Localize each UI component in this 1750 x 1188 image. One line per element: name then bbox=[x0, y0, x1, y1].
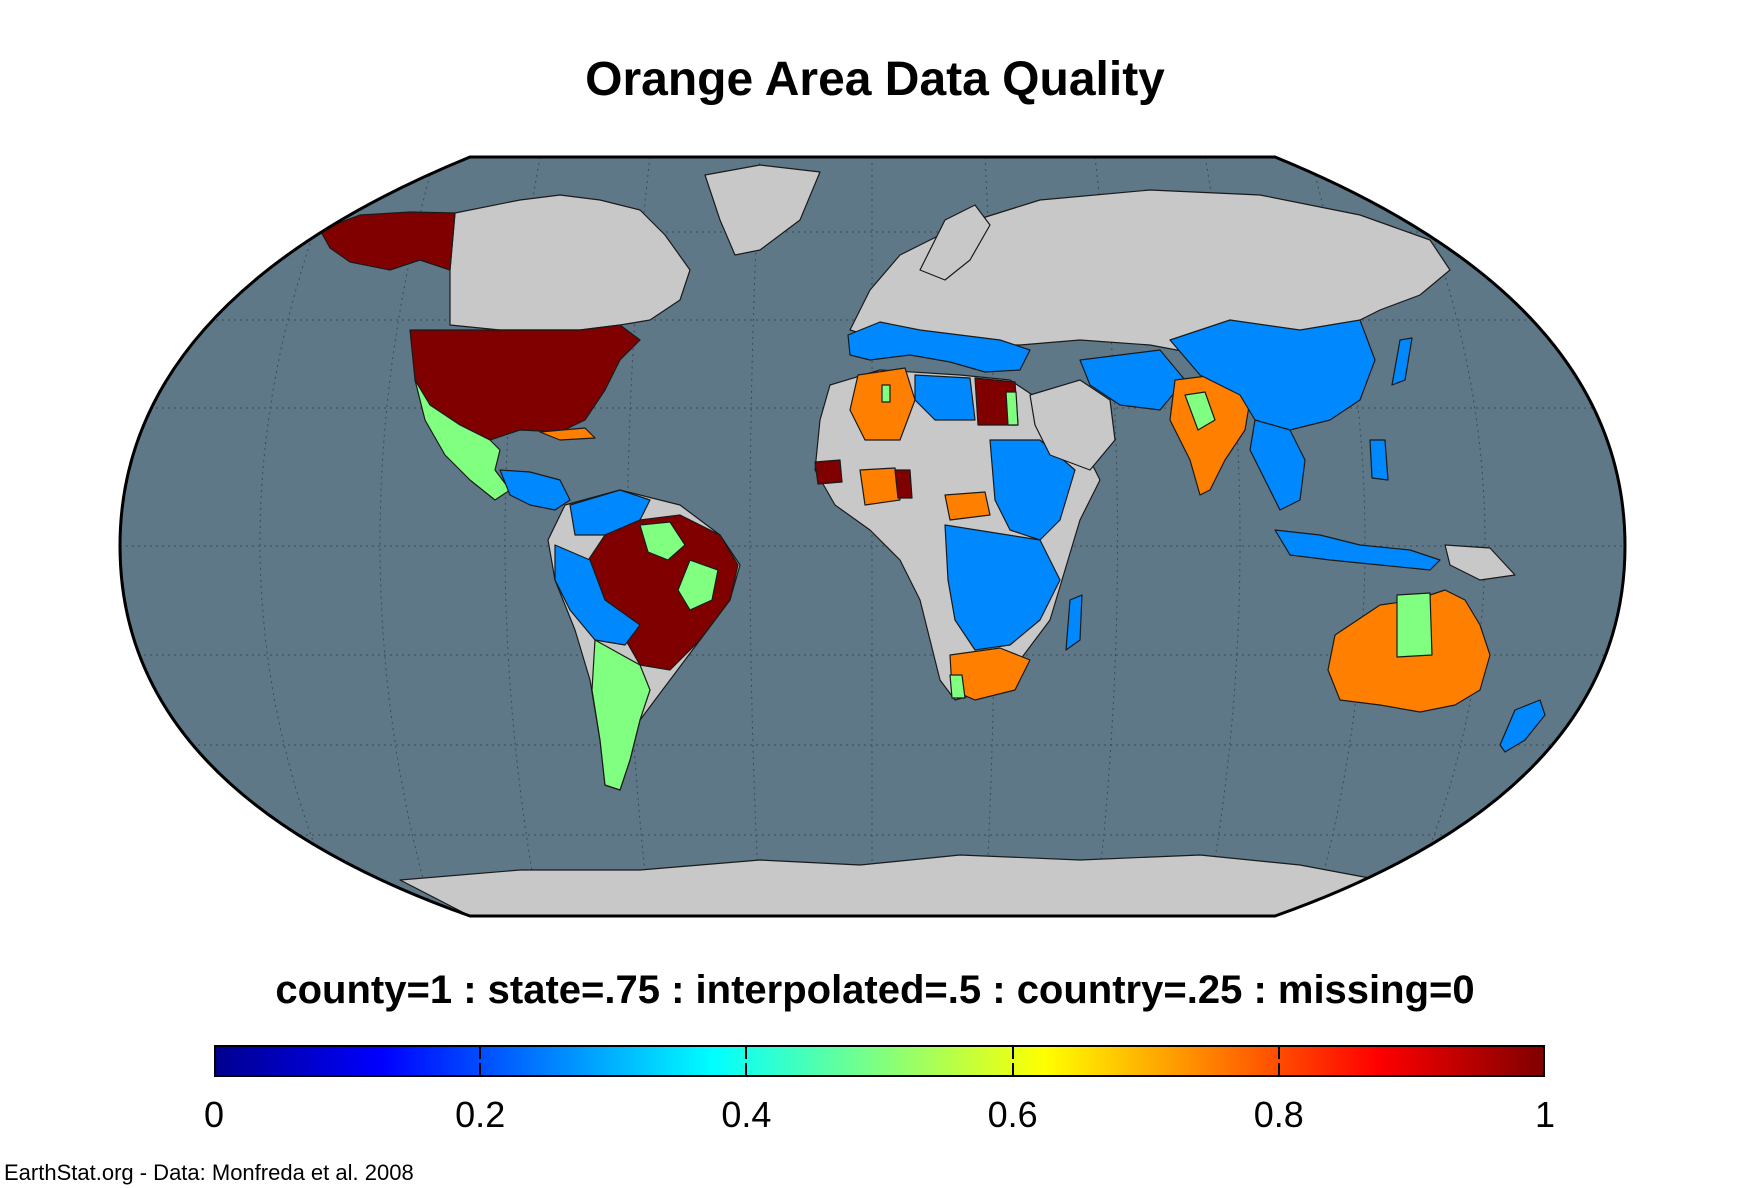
region-china bbox=[1169, 319, 1376, 431]
region-cuba bbox=[539, 427, 596, 441]
region-west-africa bbox=[859, 467, 901, 506]
region-canada bbox=[449, 194, 691, 331]
colorbar-tick-label: 0.4 bbox=[721, 1094, 772, 1135]
region-indonesia bbox=[1274, 529, 1441, 571]
region-new-zealand bbox=[1499, 699, 1546, 753]
map-border bbox=[118, 155, 1627, 918]
region-iran-afghanistan bbox=[1079, 349, 1186, 411]
colorbar bbox=[214, 1045, 1545, 1077]
region-brazil-interp-a bbox=[639, 521, 686, 561]
colorbar-tick-label: 0.6 bbox=[987, 1094, 1038, 1135]
region-madagascar bbox=[1065, 594, 1083, 651]
region-southern-africa bbox=[944, 524, 1061, 651]
region-southern-europe bbox=[847, 321, 1031, 373]
region-argentina bbox=[591, 639, 651, 791]
region-nigeria bbox=[894, 469, 913, 499]
region-antarctica bbox=[399, 854, 1381, 916]
region-alaska bbox=[319, 211, 456, 271]
colorbar-gradient bbox=[214, 1045, 1545, 1077]
region-egypt-nile bbox=[1005, 391, 1019, 426]
colorbar-tick-mark bbox=[1011, 1063, 1014, 1075]
region-south-africa-interp bbox=[949, 674, 966, 699]
region-japan bbox=[1391, 337, 1413, 386]
region-australia-interp bbox=[1396, 592, 1433, 658]
colorbar-tick-mark bbox=[479, 1047, 482, 1059]
legend-title: county=1 : state=.75 : interpolated=.5 :… bbox=[275, 968, 1475, 1012]
region-central-america bbox=[499, 469, 571, 511]
colorbar-tick-mark bbox=[1277, 1047, 1280, 1059]
colorbar-tick-label: 1 bbox=[1534, 1094, 1556, 1135]
region-libya bbox=[914, 374, 976, 421]
region-greenland bbox=[704, 164, 821, 256]
region-senegal bbox=[814, 459, 843, 485]
region-mexico bbox=[414, 379, 511, 501]
colorbar-tick-label: 0.8 bbox=[1253, 1094, 1304, 1135]
region-middle-east bbox=[1029, 379, 1116, 471]
colorbar-tick-label: 0 bbox=[203, 1094, 225, 1135]
region-philippines bbox=[1369, 439, 1389, 481]
colorbar-tick-label: 0.2 bbox=[455, 1094, 506, 1135]
region-eurasia bbox=[849, 189, 1451, 361]
region-central-africa-orange bbox=[944, 491, 991, 521]
region-scandinavia bbox=[919, 204, 991, 281]
colorbar-tick-mark bbox=[1011, 1047, 1014, 1059]
region-algeria bbox=[849, 367, 916, 441]
colorbar-tick-mark bbox=[1277, 1063, 1280, 1075]
credit-text: EarthStat.org - Data: Monfreda et al. 20… bbox=[4, 1160, 414, 1185]
region-papua bbox=[1444, 544, 1516, 581]
colorbar-tick-mark bbox=[745, 1047, 748, 1059]
colorbar-tick-mark bbox=[479, 1063, 482, 1075]
region-peru-bolivia bbox=[554, 544, 641, 646]
colorbar-tick-mark bbox=[745, 1063, 748, 1075]
region-india-interp bbox=[1184, 391, 1216, 431]
region-algeria-interp bbox=[881, 384, 891, 403]
region-southeast-asia bbox=[1249, 419, 1306, 511]
map-title: Orange Area Data Quality bbox=[585, 53, 1165, 106]
region-brazil-interp-b bbox=[677, 559, 719, 611]
